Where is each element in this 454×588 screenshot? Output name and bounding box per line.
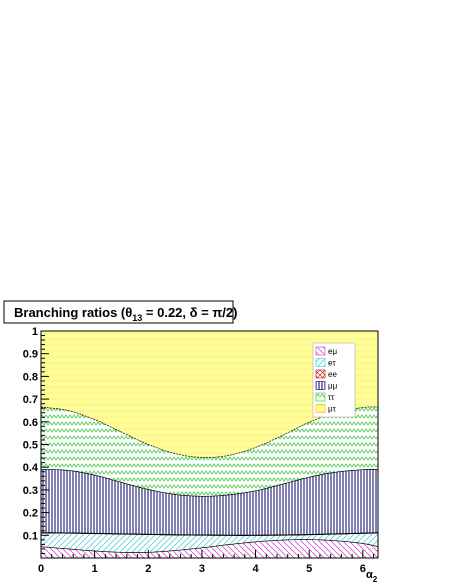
chart-title: Branching ratios (θ13 = 0.22, δ = π/2) bbox=[14, 305, 237, 323]
legend-label-eμ: eμ bbox=[328, 347, 337, 356]
chart-title-box: Branching ratios (θ13 = 0.22, δ = π/2) bbox=[3, 300, 237, 324]
y-tick-label: 0.3 bbox=[23, 485, 38, 497]
x-tick-label: 3 bbox=[199, 563, 205, 575]
boundary-μμ bbox=[41, 469, 378, 497]
y-tick-label: 1 bbox=[32, 326, 38, 338]
x-axis: 0 1 2 3 4 5 6 bbox=[38, 550, 375, 575]
legend-swatch-ee bbox=[315, 369, 326, 379]
y-tick-label: 0.2 bbox=[23, 508, 38, 520]
y-tick-label: 0.5 bbox=[23, 440, 38, 452]
area-eμ bbox=[41, 539, 378, 558]
boundary-eμ bbox=[40, 539, 379, 553]
legend-swatch-ττ bbox=[315, 392, 326, 402]
x-tick-label: 0 bbox=[38, 563, 44, 575]
legend-label-μμ: μμ bbox=[328, 382, 338, 391]
y-tick-label: 0.9 bbox=[23, 349, 38, 361]
legend-label-μτ: μτ bbox=[328, 405, 337, 414]
boundary-ee bbox=[41, 532, 378, 536]
y-tick-label: 0.1 bbox=[23, 530, 38, 542]
legend-swatch-μτ bbox=[315, 404, 326, 413]
y-tick-label: 0.6 bbox=[23, 417, 38, 429]
legend-swatch-μμ bbox=[315, 381, 326, 390]
x-tick-label: 1 bbox=[92, 563, 98, 575]
x-tick-label: 5 bbox=[306, 563, 312, 575]
x-tick-label: 6 bbox=[360, 563, 366, 575]
legend-swatch-eτ bbox=[315, 358, 326, 367]
chart-legend: eμ eτ ee μμ ττ μτ bbox=[312, 342, 356, 418]
x-axis-label: α2 bbox=[366, 569, 378, 584]
y-axis: 0.1 0.2 0.3 0.4 0.5 0.6 0.7 0.8 0.9 1 bbox=[23, 326, 49, 559]
title-frame bbox=[3, 300, 234, 324]
boundary-eτ bbox=[41, 532, 379, 536]
legend-swatch-eμ bbox=[315, 346, 326, 356]
x-tick-label: 4 bbox=[252, 563, 259, 575]
y-tick-label: 0.4 bbox=[23, 462, 39, 474]
legend-label-eτ: eτ bbox=[328, 359, 336, 368]
area-boundaries bbox=[40, 406, 379, 553]
y-tick-label: 0.7 bbox=[23, 394, 38, 406]
boundary-ττ bbox=[40, 406, 379, 458]
y-tick-label: 0.8 bbox=[23, 371, 38, 383]
x-tick-label: 2 bbox=[145, 563, 151, 575]
stacked-areas bbox=[41, 331, 378, 558]
legend-label-ττ: ττ bbox=[328, 393, 335, 402]
legend-label-ee: ee bbox=[328, 370, 337, 379]
